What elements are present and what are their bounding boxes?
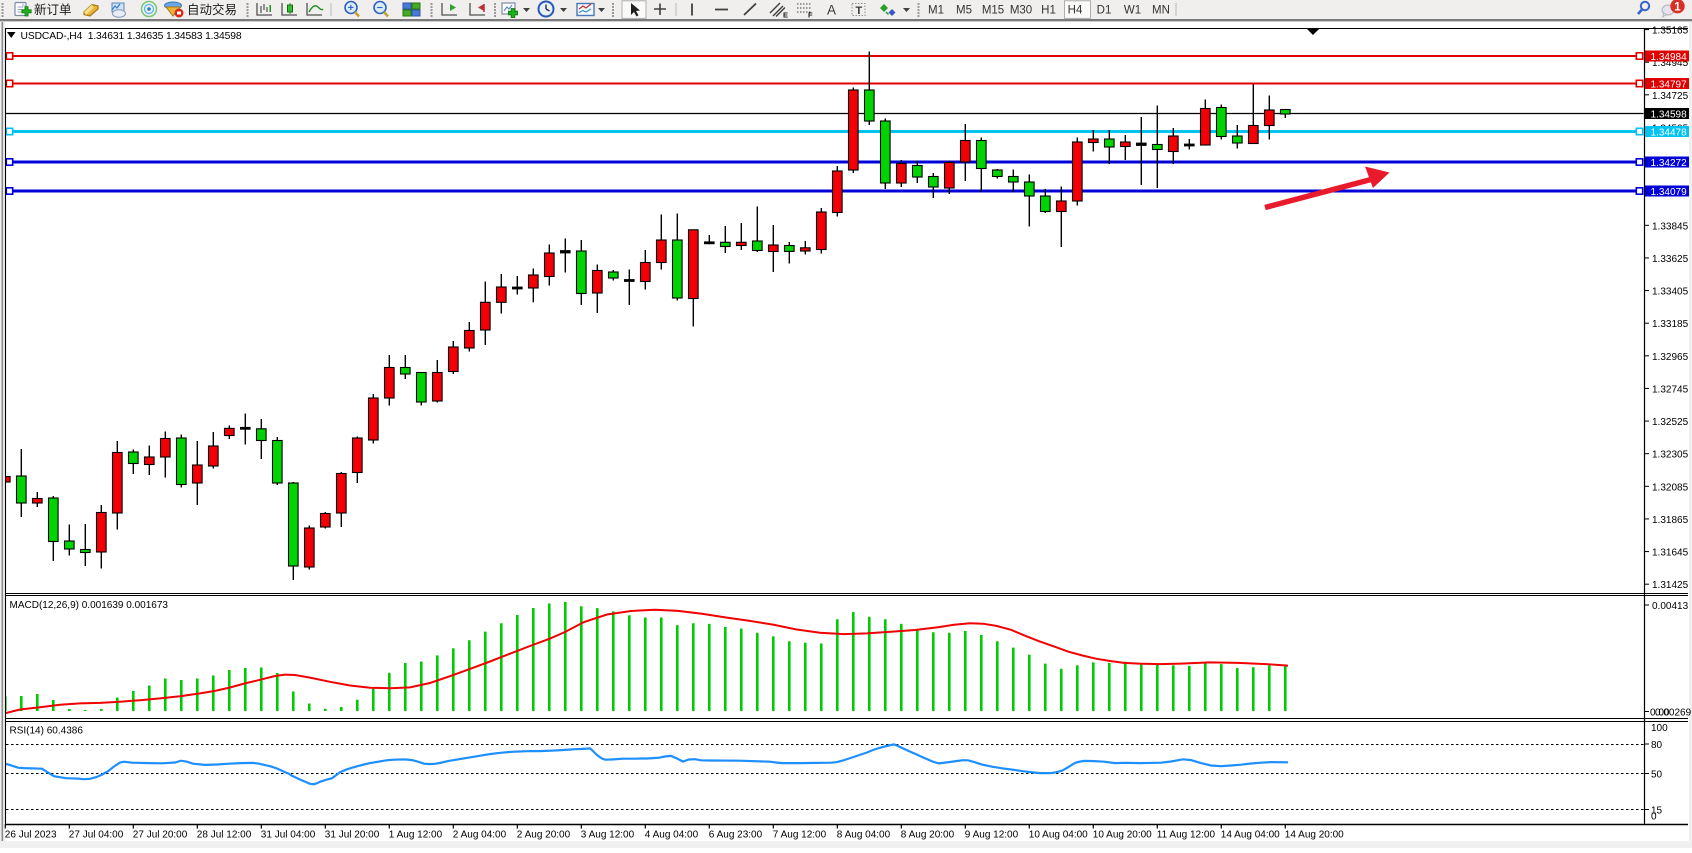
svg-text:1: 1	[1674, 1, 1681, 13]
svg-text:28 Jul 12:00: 28 Jul 12:00	[197, 830, 252, 841]
svg-text:−: −	[377, 2, 383, 14]
svg-text:RSI(14) 60.4386: RSI(14) 60.4386	[10, 726, 84, 737]
svg-text:31 Jul 04:00: 31 Jul 04:00	[261, 830, 316, 841]
svg-text:自动交易: 自动交易	[187, 2, 237, 17]
svg-text:0.00269: 0.00269	[1655, 708, 1692, 719]
svg-text:M1: M1	[928, 5, 944, 17]
svg-text:1.34272: 1.34272	[1651, 158, 1688, 169]
svg-text:10 Aug 20:00: 10 Aug 20:00	[1093, 830, 1152, 841]
svg-text:F: F	[808, 11, 813, 20]
svg-text:1.34945: 1.34945	[1652, 58, 1689, 69]
svg-text:1.34478: 1.34478	[1651, 127, 1688, 138]
svg-text:31 Jul 20:00: 31 Jul 20:00	[325, 830, 380, 841]
svg-text:E: E	[783, 11, 788, 20]
svg-text:1.32085: 1.32085	[1652, 482, 1689, 493]
svg-text:3 Aug 12:00: 3 Aug 12:00	[581, 830, 635, 841]
svg-text:2 Aug 04:00: 2 Aug 04:00	[453, 830, 507, 841]
svg-text:0: 0	[1651, 812, 1657, 823]
svg-text:80: 80	[1651, 740, 1663, 751]
svg-text:1.31645: 1.31645	[1652, 548, 1689, 559]
svg-text:100: 100	[1651, 723, 1668, 734]
svg-text:9 Aug 12:00: 9 Aug 12:00	[965, 830, 1019, 841]
svg-text:A: A	[827, 3, 836, 18]
svg-text:M30: M30	[1010, 5, 1032, 17]
svg-text:新订单: 新订单	[34, 2, 72, 17]
svg-text:+: +	[348, 2, 354, 14]
svg-text:T: T	[856, 5, 863, 17]
svg-text:M15: M15	[982, 5, 1004, 17]
svg-text:H1: H1	[1041, 5, 1056, 17]
svg-text:1.33625: 1.33625	[1652, 254, 1689, 265]
svg-text:1.33185: 1.33185	[1652, 319, 1689, 330]
svg-text:1.34725: 1.34725	[1652, 91, 1689, 102]
svg-text:8 Aug 04:00: 8 Aug 04:00	[837, 830, 891, 841]
svg-text:H4: H4	[1068, 5, 1083, 17]
svg-text:MACD(12,26,9) 0.001639 0.00167: MACD(12,26,9) 0.001639 0.001673	[10, 600, 169, 611]
svg-text:1.32965: 1.32965	[1652, 352, 1689, 363]
svg-text:M5: M5	[956, 5, 972, 17]
svg-text:1.32525: 1.32525	[1652, 417, 1689, 428]
svg-text:14 Aug 20:00: 14 Aug 20:00	[1285, 830, 1344, 841]
svg-text:8 Aug 20:00: 8 Aug 20:00	[901, 830, 955, 841]
svg-text:1.33405: 1.33405	[1652, 287, 1689, 298]
svg-text:1.34079: 1.34079	[1651, 187, 1688, 198]
svg-text:1.34984: 1.34984	[1651, 52, 1688, 63]
svg-text:27 Jul 20:00: 27 Jul 20:00	[133, 830, 188, 841]
svg-text:11 Aug 12:00: 11 Aug 12:00	[1157, 830, 1216, 841]
svg-text:0.00413: 0.00413	[1652, 601, 1689, 612]
svg-text:1.35165: 1.35165	[1652, 26, 1689, 37]
svg-text:6 Aug 23:00: 6 Aug 23:00	[709, 830, 763, 841]
svg-text:14 Aug 04:00: 14 Aug 04:00	[1221, 830, 1280, 841]
svg-text:4 Aug 04:00: 4 Aug 04:00	[645, 830, 699, 841]
svg-text:0.00: 0.00	[1650, 708, 1670, 719]
svg-text:1.34797: 1.34797	[1651, 79, 1688, 90]
svg-text:7 Aug 12:00: 7 Aug 12:00	[773, 830, 827, 841]
svg-text:15: 15	[1651, 806, 1663, 817]
svg-text:50: 50	[1651, 770, 1663, 781]
svg-text:27 Jul 04:00: 27 Jul 04:00	[69, 830, 124, 841]
svg-text:1.31865: 1.31865	[1652, 515, 1689, 526]
svg-text:1 Aug 12:00: 1 Aug 12:00	[389, 830, 443, 841]
svg-text:1.33845: 1.33845	[1652, 221, 1689, 232]
svg-text:W1: W1	[1124, 5, 1141, 17]
svg-text:MN: MN	[1152, 5, 1170, 17]
svg-text:1.31425: 1.31425	[1652, 580, 1689, 591]
svg-text:2 Aug 20:00: 2 Aug 20:00	[517, 830, 571, 841]
svg-text:USDCAD-,H4 1.34631 1.34635 1.: USDCAD-,H4 1.34631 1.34635 1.34583 1.345…	[21, 31, 242, 42]
svg-text:D1: D1	[1097, 5, 1112, 17]
svg-text:1.34598: 1.34598	[1651, 109, 1688, 120]
svg-text:26 Jul 2023: 26 Jul 2023	[5, 830, 57, 841]
svg-text:10 Aug 04:00: 10 Aug 04:00	[1029, 830, 1088, 841]
svg-text:1.32305: 1.32305	[1652, 450, 1689, 461]
svg-text:1.32745: 1.32745	[1652, 384, 1689, 395]
